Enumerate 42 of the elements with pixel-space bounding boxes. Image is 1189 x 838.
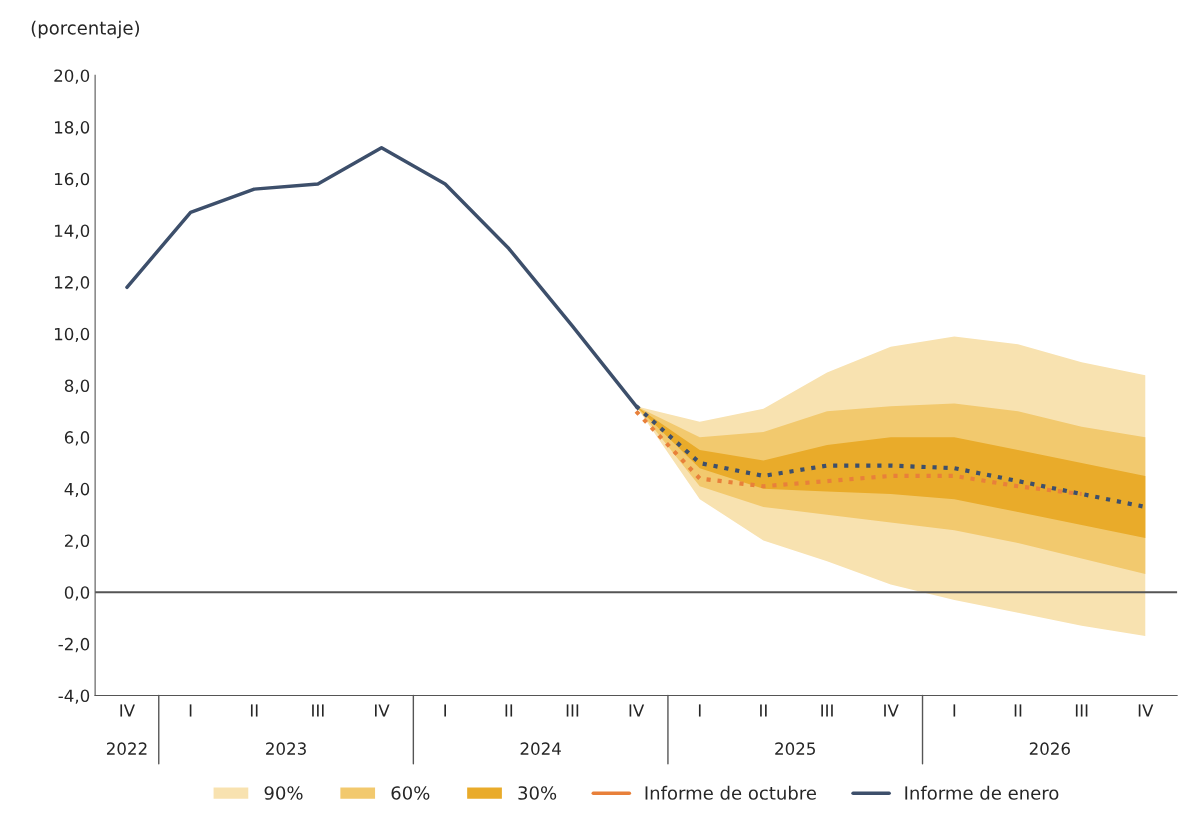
x-tick-label: IV [375,704,390,717]
y-tick-label: 0,0 [64,586,90,601]
x-tick-label: III [1075,704,1088,717]
y-tick-label: 16,0 [54,172,90,188]
y-tick-label: 2,0 [64,534,90,549]
y-tick-label: 18,0 [54,121,90,136]
x-tick-label: IV [120,704,135,717]
text: 2026 [1029,742,1070,755]
x-tick-label: II [505,704,513,717]
y-tick-label: 6,0 [64,431,90,446]
y-tick-label: 8,0 [64,379,90,394]
legend-label: Informe de octubre [645,785,816,800]
legend-label: 60% [391,786,430,800]
y-axis-title: (porcentaje) [31,20,140,39]
x-tick-label: I [698,704,701,717]
x-tick-label: III [312,704,324,717]
x-tick-label: I [953,704,956,717]
x-tick-label: IV [629,704,645,717]
text: 2024 [520,742,561,755]
legend-label: 30% [518,786,557,800]
y-tick-label: 14,0 [54,224,90,239]
x-tick-label: IV [884,704,899,717]
text: 2022 [106,742,147,755]
y-tick-label: -2,0 [58,637,90,653]
legend-label: Informe de enero [905,785,1059,800]
x-tick-label: II [1014,704,1022,717]
y-tick-label: 10,0 [54,327,90,343]
y-tick-label: 12,0 [54,276,90,291]
x-tick-label: III [821,704,833,717]
legend-label: 90% [264,786,303,800]
x-tick-label: I [189,704,192,717]
x-tick-label: I [444,704,446,717]
y-tick-label: 4,0 [64,482,90,498]
text: 2025 [775,742,815,755]
x-tick-label: II [760,704,767,717]
line-series [634,409,1084,497]
text: 2023 [266,742,306,755]
x-tick-label: IV [1138,704,1154,717]
y-tick-label: -4,0 [58,689,90,704]
x-tick-label: III [566,704,579,717]
y-tick-label: 20,0 [54,69,90,84]
x-tick-label: II [250,704,258,717]
